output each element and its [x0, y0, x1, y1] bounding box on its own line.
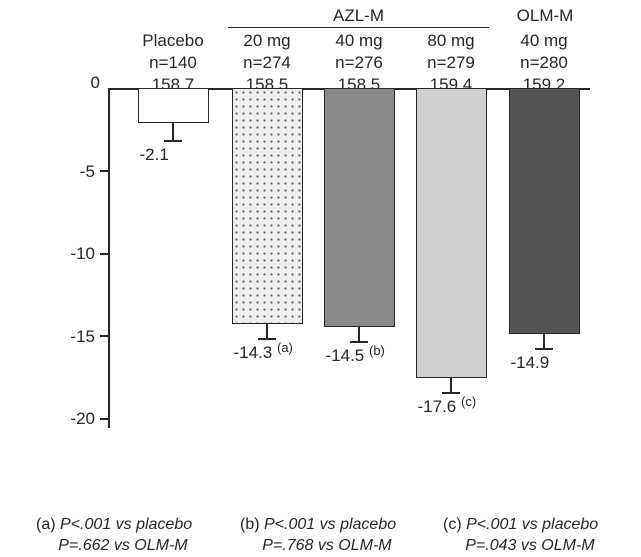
- errorcap-olm40: [535, 348, 553, 350]
- chart-area: -5 -10 -15 -20 -2.1 -14.3 (a) -14.5 (b) -1…: [0, 88, 641, 458]
- ytick-lbl--20: -20: [55, 409, 95, 429]
- value-label-placebo: -2.1: [140, 145, 169, 165]
- col-title: Placebo: [133, 30, 213, 52]
- ytick-mark: [100, 335, 108, 337]
- ytick-lbl--5: -5: [55, 162, 95, 182]
- value-label-sup: (c): [461, 394, 476, 409]
- bar-azl80: [416, 88, 487, 378]
- bar-placebo: [138, 88, 209, 123]
- col-n: n=276: [319, 52, 399, 74]
- footnote-letter: (a): [36, 516, 56, 533]
- col-header-olm40: 40 mg n=280 159.2: [504, 30, 584, 95]
- header-region: AZL-M OLM-M Placebo n=140 158.7 20 mg n=…: [0, 0, 641, 88]
- group-rule-azl: [228, 27, 489, 28]
- footnote-letter: (b): [240, 516, 260, 533]
- ytick-mark: [100, 170, 108, 172]
- errorbar-azl80: [450, 378, 452, 393]
- footnote-a: (a) P<.001 vs placebo P=.662 vs OLM-M: [36, 515, 192, 557]
- footnote-line: P<.001 vs placebo: [466, 516, 598, 533]
- col-title: 40 mg: [319, 30, 399, 52]
- errorbar-olm40: [543, 334, 545, 349]
- ytick-lbl--10: -10: [55, 244, 95, 264]
- value-label-sup: (a): [277, 340, 293, 355]
- col-header-azl80: 80 mg n=279 159.4: [411, 30, 491, 95]
- col-header-azl40: 40 mg n=276 158.5: [319, 30, 399, 95]
- footnote-line: P=.043 vs OLM-M: [465, 537, 594, 554]
- group-label-olm: OLM-M: [505, 6, 585, 26]
- errorcap-azl20: [258, 338, 276, 340]
- errorbar-azl40: [358, 327, 360, 342]
- footnote-line: P=.768 vs OLM-M: [262, 537, 391, 554]
- ytick-mark: [100, 418, 108, 420]
- bar-azl20: [232, 88, 303, 324]
- footnote-line: P<.001 vs placebo: [60, 516, 192, 533]
- errorcap-placebo: [164, 140, 182, 142]
- col-n: n=140: [133, 52, 213, 74]
- ytick-mark: [100, 253, 108, 255]
- errorcap-azl40: [350, 341, 368, 343]
- errorcap-azl80: [442, 392, 460, 394]
- col-n: n=274: [227, 52, 307, 74]
- col-header-placebo: Placebo n=140 158.7: [133, 30, 213, 95]
- value-label-azl40: -14.5 (b): [326, 346, 385, 366]
- value-label-olm40: -14.9: [511, 353, 550, 373]
- col-title: 20 mg: [227, 30, 307, 52]
- value-label-azl80: -17.6 (c): [418, 397, 477, 417]
- col-n: n=279: [411, 52, 491, 74]
- footnote-line: P=.662 vs OLM-M: [58, 537, 187, 554]
- bar-olm40: [509, 88, 580, 334]
- footnote-letter: (c): [443, 516, 462, 533]
- errorbar-placebo: [172, 123, 174, 141]
- ytick-lbl--15: -15: [55, 327, 95, 347]
- y-axis: [108, 88, 110, 428]
- footnote-b: (b) P<.001 vs placebo P=.768 vs OLM-M: [240, 515, 396, 557]
- value-label-azl20: -14.3 (a): [234, 343, 293, 363]
- footnote-line: P<.001 vs placebo: [264, 516, 396, 533]
- col-header-azl20: 20 mg n=274 158.5: [227, 30, 307, 95]
- col-title: 80 mg: [411, 30, 491, 52]
- errorbar-azl20: [266, 324, 268, 339]
- bar-azl40: [324, 88, 395, 327]
- value-label-sup: (b): [369, 343, 385, 358]
- col-n: n=280: [504, 52, 584, 74]
- group-label-azl: AZL-M: [228, 6, 489, 26]
- col-title: 40 mg: [504, 30, 584, 52]
- footnote-c: (c) P<.001 vs placebo P=.043 vs OLM-M: [443, 515, 598, 557]
